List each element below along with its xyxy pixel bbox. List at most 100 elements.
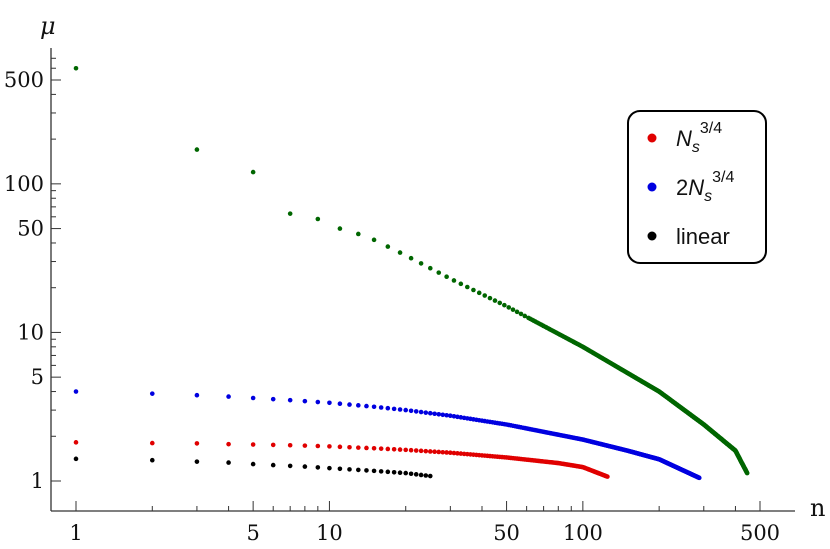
data-point <box>391 406 397 412</box>
data-point <box>194 147 200 152</box>
data-point <box>423 473 429 478</box>
data-point <box>497 300 503 306</box>
data-point <box>287 211 293 216</box>
data-point <box>403 470 409 476</box>
data-point <box>397 470 403 476</box>
data-point <box>436 449 442 455</box>
data-point <box>327 400 332 406</box>
legend-marker <box>647 231 657 241</box>
data-point <box>378 405 384 410</box>
legend-entry: linear <box>647 224 730 249</box>
data-point <box>418 409 424 415</box>
data-point <box>315 465 321 470</box>
data-point <box>440 412 446 418</box>
data-point <box>356 231 361 237</box>
data-point <box>408 447 414 453</box>
data-point <box>385 244 391 249</box>
data-point <box>385 446 391 452</box>
data-point <box>364 445 369 451</box>
data-point <box>73 456 79 462</box>
data-point <box>423 410 429 415</box>
data-point <box>391 469 397 475</box>
data-point <box>149 440 155 446</box>
data-point <box>455 414 460 420</box>
data-point <box>364 468 369 473</box>
data-point <box>448 413 453 419</box>
data-point <box>427 449 433 454</box>
data-point <box>327 465 332 471</box>
data-point <box>194 441 200 446</box>
data-point <box>514 309 520 315</box>
data-point <box>327 444 332 449</box>
data-point <box>364 403 369 409</box>
data-point <box>371 446 377 451</box>
data-point <box>408 255 414 261</box>
data-point <box>371 237 377 243</box>
y-tick-label: 100 <box>4 172 44 196</box>
data-point <box>510 307 516 312</box>
data-point <box>487 295 493 301</box>
data-point <box>506 305 512 310</box>
legend-marker <box>647 182 657 192</box>
data-point <box>149 457 155 463</box>
data-point <box>378 446 384 451</box>
y-tick-label: 500 <box>4 68 44 92</box>
data-point <box>476 290 482 296</box>
data-point <box>270 442 276 448</box>
y-tick-label: 50 <box>17 217 44 241</box>
data-point <box>347 402 352 407</box>
data-point <box>378 469 384 474</box>
data-point <box>427 265 433 271</box>
data-point <box>448 450 453 456</box>
data-point <box>451 413 457 419</box>
data-point <box>418 472 424 478</box>
data-point <box>440 449 446 455</box>
legend-marker <box>647 133 657 143</box>
data-point <box>458 451 464 456</box>
series-layer <box>73 65 750 481</box>
data-point <box>408 471 414 477</box>
x-tick-label: 10 <box>316 521 343 545</box>
data-point <box>337 466 343 472</box>
data-point <box>73 440 79 445</box>
data-point <box>413 472 419 477</box>
legend: Ns3/4 2Ns3/4 linear <box>627 110 767 264</box>
x-tick-label: 1 <box>69 521 82 545</box>
x-tick-label: 5 <box>246 521 259 545</box>
data-point <box>347 467 352 472</box>
data-point <box>436 270 442 275</box>
data-point <box>418 261 424 266</box>
y-tick-label: 10 <box>17 320 44 344</box>
data-point <box>250 395 256 401</box>
data-point <box>371 404 377 410</box>
data-point <box>287 463 293 469</box>
data-point <box>287 397 293 403</box>
data-point <box>451 278 457 283</box>
x-tick-label: 50 <box>493 521 520 545</box>
series-2 <box>73 389 702 481</box>
data-point <box>403 447 409 453</box>
data-point <box>427 473 433 479</box>
data-point <box>444 412 449 418</box>
data-point <box>605 474 610 479</box>
data-point <box>250 461 256 467</box>
legend-box <box>627 110 767 264</box>
data-point <box>696 475 702 481</box>
data-point <box>744 470 750 476</box>
data-point <box>356 445 361 450</box>
data-point <box>226 441 231 447</box>
data-point <box>518 311 524 317</box>
data-point <box>73 389 79 394</box>
data-point <box>250 169 256 175</box>
data-point <box>458 281 464 287</box>
data-point <box>432 411 437 417</box>
data-point <box>337 226 343 231</box>
data-point <box>502 302 507 308</box>
data-point <box>418 448 424 454</box>
legend-entry: 2Ns3/4 <box>647 169 734 205</box>
data-point <box>226 460 231 465</box>
x-tick-label: 500 <box>740 521 780 545</box>
data-point <box>315 399 321 405</box>
data-point <box>427 410 433 416</box>
